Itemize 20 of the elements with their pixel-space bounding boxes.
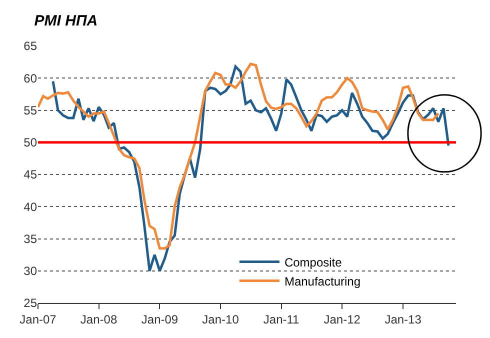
y-tick-label: 40 (24, 200, 38, 214)
x-tick-label: Jan-07 (20, 312, 57, 326)
y-tick-label: 50 (24, 136, 38, 150)
y-tick-label: 45 (24, 168, 38, 182)
x-tick-label: Jan-12 (324, 312, 361, 326)
x-tick-label: Jan-10 (202, 312, 240, 326)
legend-label: Composite (284, 255, 342, 270)
y-tick-label: 55 (24, 103, 38, 118)
y-tick-label: 65 (24, 39, 38, 54)
y-tick-label: 25 (24, 296, 38, 310)
x-tick-label: Jan-13 (384, 312, 422, 326)
chart-title: PMI НПА (34, 12, 98, 30)
line-series (38, 62, 440, 250)
x-tick-label: Jan-08 (80, 312, 118, 326)
y-tick-label: 30 (24, 264, 38, 278)
x-tick-label: Jan-09 (141, 312, 178, 326)
y-tick-label: 35 (24, 232, 38, 246)
y-tick-label: 60 (24, 71, 38, 86)
x-tick-label: Jan-11 (263, 312, 300, 326)
legend-label: Manufacturing (284, 274, 361, 288)
